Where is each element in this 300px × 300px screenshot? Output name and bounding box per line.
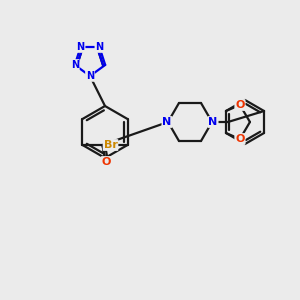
Text: N: N — [208, 117, 217, 127]
Text: O: O — [235, 134, 244, 144]
Text: N: N — [86, 71, 94, 81]
Text: N: N — [71, 60, 79, 70]
Text: Br: Br — [103, 140, 118, 150]
Text: N: N — [95, 42, 104, 52]
Text: O: O — [102, 157, 111, 167]
Text: O: O — [235, 100, 244, 110]
Text: N: N — [76, 42, 85, 52]
Text: N: N — [162, 117, 172, 127]
